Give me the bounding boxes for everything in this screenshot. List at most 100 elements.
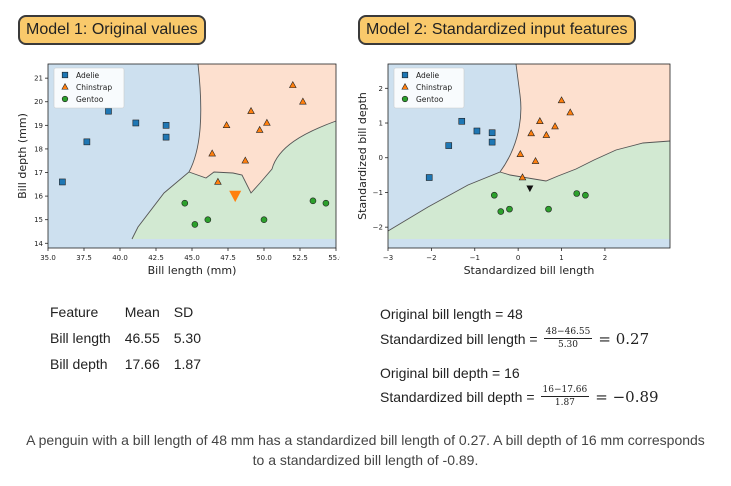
decision-boundary: [131, 63, 337, 240]
legend-label: Gentoo: [76, 95, 104, 104]
data-point-chinstrap: [518, 173, 527, 181]
x-tick-label: 47.5: [220, 254, 236, 262]
region-chinstrap: [189, 64, 336, 193]
data-point-adelie: [83, 138, 91, 146]
std-depth-fraction: 16−17.66 1.87: [540, 385, 590, 408]
legend-label: Chinstrap: [416, 83, 452, 92]
stats-cell: Bill length: [50, 330, 111, 346]
x-tick-label: 0: [516, 254, 520, 262]
legend-marker-gentoo: [61, 95, 69, 103]
new-penguin-marker: [229, 190, 242, 203]
x-axis-label: Bill length (mm): [148, 264, 237, 277]
y-tick-label: 16: [34, 193, 43, 201]
new-penguin-marker: [526, 185, 534, 193]
data-point-chinstrap: [551, 122, 559, 130]
y-tick-label: 20: [34, 98, 43, 106]
y-tick-label: 21: [34, 75, 43, 83]
data-point-gentoo: [497, 208, 505, 215]
data-point-chinstrap: [208, 149, 216, 157]
stats-cell: 46.55: [124, 330, 160, 346]
std-depth-label: Standardized bill depth =: [380, 388, 535, 405]
y-tick-label: −1: [373, 189, 383, 197]
data-point-chinstrap: [241, 156, 250, 164]
legend-label: Gentoo: [416, 95, 444, 104]
data-point-adelie: [488, 138, 496, 146]
data-point-adelie: [473, 127, 481, 135]
stats-cell: 17.66: [124, 356, 160, 372]
data-point-gentoo: [204, 216, 212, 223]
data-point-adelie: [132, 119, 140, 127]
data-point-chinstrap: [536, 117, 544, 124]
data-point-chinstrap: [222, 121, 231, 129]
data-point-chinstrap: [299, 97, 307, 105]
std-length-result: = 0.27: [598, 329, 650, 348]
legend-label: Adelie: [416, 71, 440, 80]
legend: Adelie Chinstrap Gentoo: [393, 67, 465, 109]
stats-cell: Bill depth: [50, 356, 108, 372]
std-length-label: Standardized bill length =: [380, 330, 538, 347]
std-length-fraction: 48−46.55 5.30: [543, 327, 593, 350]
legend-marker-adelie: [61, 71, 69, 79]
region-chinstrap: [500, 64, 670, 181]
data-point-adelie: [425, 174, 433, 181]
x-tick-label: 40.0: [112, 254, 128, 262]
x-tick-label: −2: [426, 254, 436, 262]
stats-header-row: Feature Mean SD: [50, 304, 215, 330]
data-point-gentoo: [191, 221, 199, 228]
legend-marker-gentoo: [401, 95, 409, 103]
stats-row-bill-depth: Bill depth 17.66 1.87: [50, 356, 215, 382]
stats-cell: 1.87: [173, 356, 201, 372]
y-tick-label: 19: [34, 122, 43, 130]
y-tick-label: 17: [34, 169, 43, 177]
legend-marker-adelie: [401, 71, 409, 79]
y-tick-label: −2: [373, 224, 383, 232]
data-point-chinstrap: [263, 118, 271, 126]
x-tick-label: 52.5: [292, 254, 308, 262]
decision-boundary: [387, 63, 671, 232]
stats-header-sd: SD: [173, 304, 194, 320]
x-tick-label: 37.5: [76, 254, 92, 262]
stats-cell: 5.30: [173, 330, 201, 346]
region-gentoo: [132, 121, 336, 239]
original-length-text: Original bill length = 48: [380, 306, 523, 322]
model2-badge: Model 2: Standardized input features: [358, 15, 636, 45]
model2-chart: −3 −2 −1 0 1 2 −2 −1 0 1 2 Standardized bill length…: [356, 63, 671, 277]
plot-area: 35.0 37.5 40.0 42.5 45.0 47.5 50.0 52.5 55.0 14 15…: [16, 63, 340, 277]
stats-table: Feature Mean SD Bill length 46.55 5.30 B…: [50, 304, 215, 382]
data-point-chinstrap: [247, 106, 255, 114]
x-axis-label: Standardized bill length: [464, 264, 595, 277]
data-point-gentoo: [582, 191, 589, 199]
std-depth-denominator: 1.87: [554, 398, 575, 408]
y-tick-label: 18: [34, 145, 43, 153]
data-point-gentoo: [322, 199, 330, 207]
data-point-gentoo: [181, 199, 189, 207]
data-point-adelie: [458, 117, 466, 125]
stats-header-mean: Mean: [124, 304, 160, 320]
data-point-gentoo: [573, 190, 581, 197]
data-point-chinstrap: [214, 177, 222, 185]
data-point-gentoo: [309, 197, 317, 205]
std-depth-result: = −0.89: [595, 387, 659, 406]
data-point-chinstrap: [527, 129, 535, 137]
x-tick-label: 35.0: [40, 254, 56, 262]
x-tick-label: 50.0: [256, 254, 272, 262]
x-tick-label: 55.0: [328, 254, 340, 262]
model1-badge: Model 1: Original values: [18, 15, 206, 45]
std-depth-numerator: 16−17.66: [540, 385, 590, 397]
y-tick-label: 2: [379, 85, 383, 93]
data-point-chinstrap: [516, 150, 525, 157]
plot-frame: [387, 63, 671, 249]
data-point-adelie: [59, 178, 66, 186]
data-point-gentoo: [260, 216, 268, 223]
x-tick-label: 45.0: [184, 254, 200, 262]
x-tick-label: 2: [603, 254, 607, 262]
standardized-depth-equation: Standardized bill depth = 16−17.66 1.87 …: [380, 385, 659, 408]
original-depth-text: Original bill depth = 16: [380, 365, 520, 381]
data-point-chinstrap: [566, 108, 575, 116]
y-tick-label: 14: [34, 240, 43, 248]
y-tick-label: 0: [379, 154, 383, 162]
legend-box: [393, 67, 465, 109]
x-tick-label: 42.5: [148, 254, 164, 262]
legend-label: Adelie: [76, 71, 100, 80]
x-tick-label: −1: [470, 254, 480, 262]
